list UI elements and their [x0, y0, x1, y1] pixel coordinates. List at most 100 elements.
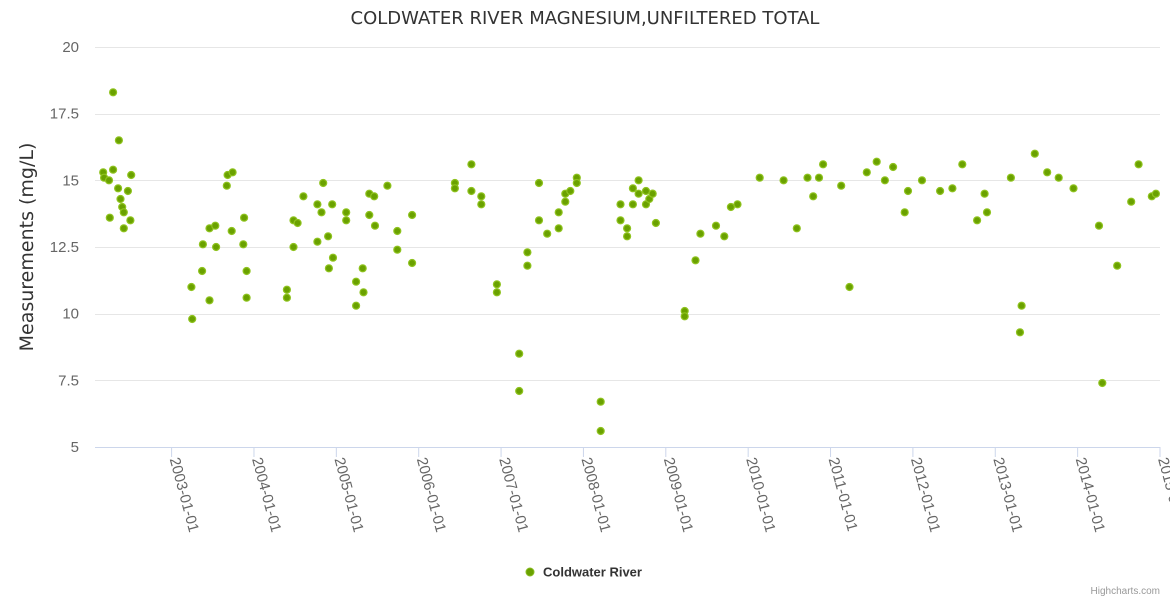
- data-point[interactable]: [1134, 160, 1143, 169]
- data-point[interactable]: [319, 178, 328, 188]
- data-point[interactable]: [477, 200, 486, 209]
- data-point[interactable]: [123, 186, 133, 196]
- data-point[interactable]: [324, 264, 333, 273]
- data-point[interactable]: [572, 178, 581, 188]
- data-point[interactable]: [108, 165, 118, 174]
- data-point[interactable]: [543, 229, 552, 238]
- data-point[interactable]: [227, 226, 236, 236]
- data-point[interactable]: [188, 314, 197, 324]
- data-point[interactable]: [972, 216, 982, 225]
- data-point[interactable]: [1113, 261, 1122, 270]
- data-point[interactable]: [1151, 189, 1161, 198]
- data-point[interactable]: [515, 386, 524, 396]
- data-point[interactable]: [1006, 173, 1016, 182]
- data-point[interactable]: [1015, 328, 1025, 337]
- data-point[interactable]: [240, 213, 249, 222]
- data-point[interactable]: [680, 312, 689, 321]
- data-point[interactable]: [616, 200, 625, 209]
- data-point[interactable]: [561, 197, 570, 206]
- data-point[interactable]: [1069, 184, 1078, 193]
- data-point[interactable]: [958, 160, 967, 169]
- data-point[interactable]: [127, 170, 136, 180]
- data-point[interactable]: [554, 224, 563, 233]
- data-point[interactable]: [126, 216, 135, 225]
- data-point[interactable]: [467, 160, 476, 169]
- data-point[interactable]: [755, 173, 764, 182]
- data-point[interactable]: [837, 181, 846, 190]
- data-point[interactable]: [651, 218, 661, 228]
- data-point[interactable]: [634, 189, 643, 198]
- data-point[interactable]: [809, 192, 818, 201]
- data-point[interactable]: [726, 202, 736, 212]
- data-point[interactable]: [370, 192, 379, 201]
- data-point[interactable]: [641, 186, 651, 196]
- data-point[interactable]: [872, 157, 881, 166]
- data-point[interactable]: [1098, 378, 1107, 388]
- data-point[interactable]: [408, 258, 417, 268]
- data-point[interactable]: [711, 221, 721, 230]
- data-point[interactable]: [328, 253, 338, 262]
- data-point[interactable]: [393, 245, 402, 254]
- data-point[interactable]: [515, 349, 524, 358]
- data-point[interactable]: [733, 200, 742, 209]
- data-point[interactable]: [523, 248, 532, 257]
- data-point[interactable]: [900, 208, 909, 217]
- data-point[interactable]: [342, 216, 351, 225]
- data-point[interactable]: [818, 160, 828, 169]
- data-point[interactable]: [116, 194, 125, 204]
- data-point[interactable]: [720, 232, 729, 241]
- data-point[interactable]: [691, 256, 700, 265]
- data-point[interactable]: [359, 288, 368, 297]
- data-point[interactable]: [393, 226, 402, 236]
- data-point[interactable]: [187, 282, 196, 292]
- data-point[interactable]: [228, 168, 237, 177]
- legend-marker[interactable]: [525, 567, 535, 577]
- data-point[interactable]: [113, 184, 123, 193]
- data-point[interactable]: [888, 162, 898, 172]
- data-point[interactable]: [634, 176, 643, 185]
- data-point[interactable]: [198, 266, 207, 276]
- data-point[interactable]: [628, 200, 638, 209]
- data-point[interactable]: [917, 176, 927, 185]
- data-point[interactable]: [696, 229, 705, 238]
- data-point[interactable]: [212, 242, 221, 252]
- data-point[interactable]: [313, 200, 322, 209]
- data-point[interactable]: [948, 184, 957, 193]
- data-point[interactable]: [523, 261, 532, 270]
- data-point[interactable]: [119, 224, 128, 233]
- data-point[interactable]: [880, 176, 890, 185]
- data-point[interactable]: [814, 173, 824, 182]
- data-point[interactable]: [222, 181, 231, 190]
- data-point[interactable]: [1043, 168, 1052, 177]
- data-point[interactable]: [935, 186, 945, 196]
- data-point[interactable]: [492, 280, 501, 289]
- data-point[interactable]: [211, 221, 220, 230]
- data-point[interactable]: [628, 184, 638, 193]
- data-point[interactable]: [313, 237, 322, 246]
- data-point[interactable]: [242, 266, 251, 276]
- data-point[interactable]: [114, 136, 124, 145]
- data-point[interactable]: [566, 186, 575, 196]
- data-point[interactable]: [239, 240, 248, 249]
- data-point[interactable]: [1030, 149, 1039, 158]
- data-point[interactable]: [980, 189, 989, 198]
- data-point[interactable]: [282, 293, 291, 302]
- data-point[interactable]: [648, 189, 657, 198]
- data-point[interactable]: [492, 288, 501, 297]
- data-point[interactable]: [383, 181, 392, 190]
- data-point[interactable]: [792, 224, 801, 233]
- data-point[interactable]: [596, 426, 605, 436]
- data-point[interactable]: [622, 232, 632, 241]
- data-point[interactable]: [342, 208, 351, 217]
- data-point[interactable]: [1054, 173, 1063, 182]
- legend-item-coldwater-river[interactable]: Coldwater River: [543, 565, 642, 580]
- data-point[interactable]: [845, 282, 854, 292]
- data-point[interactable]: [554, 208, 563, 217]
- data-point[interactable]: [104, 176, 114, 185]
- data-point[interactable]: [596, 397, 605, 406]
- data-point[interactable]: [534, 178, 544, 188]
- data-point[interactable]: [205, 296, 214, 305]
- data-point[interactable]: [616, 216, 625, 225]
- data-point[interactable]: [105, 213, 114, 222]
- data-point[interactable]: [324, 232, 333, 241]
